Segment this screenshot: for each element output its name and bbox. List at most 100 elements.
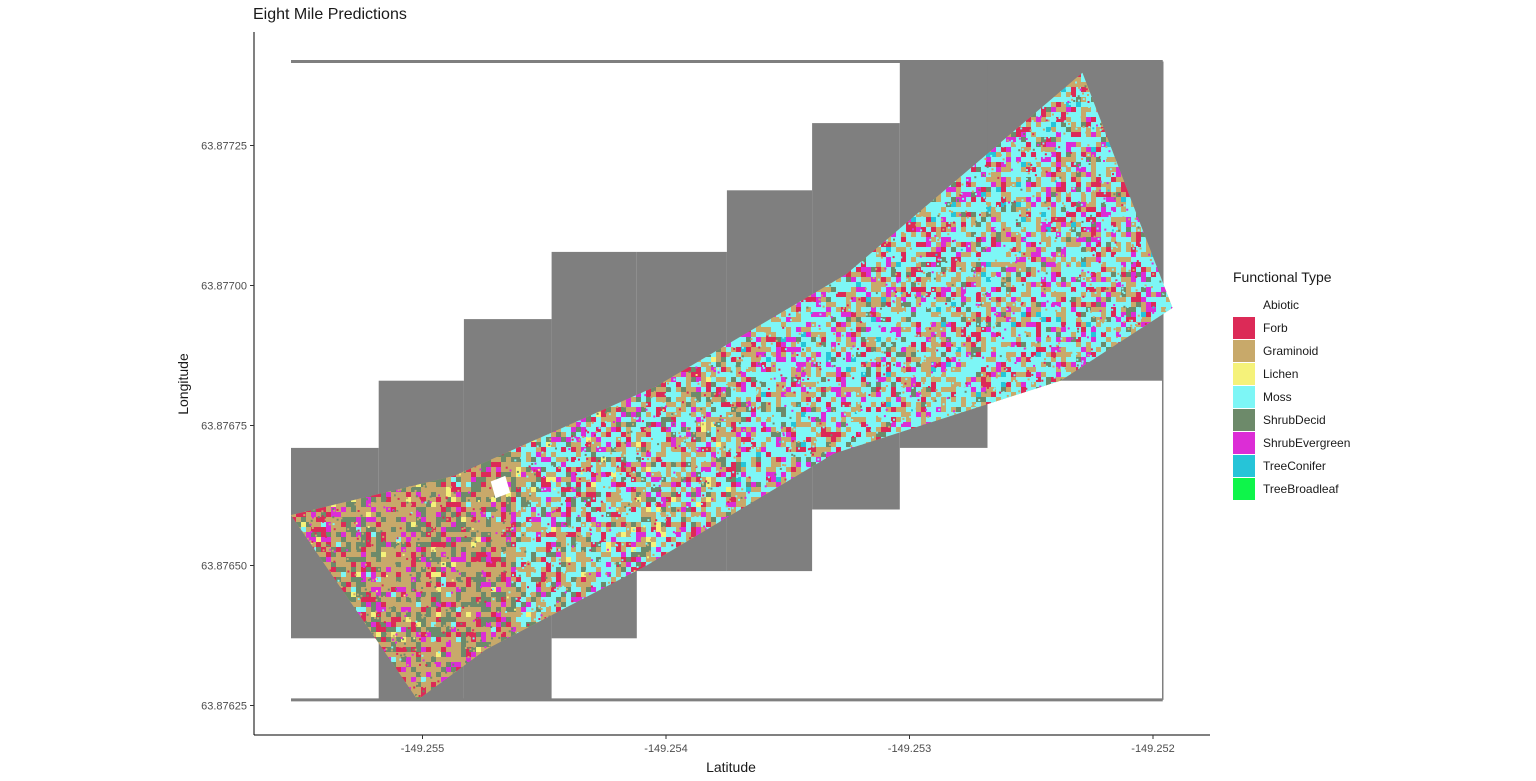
pixel-moss <box>681 77 686 82</box>
pixel-graminoid <box>336 142 341 147</box>
pixel-moss <box>1041 197 1046 202</box>
pixel-moss <box>786 92 791 97</box>
pixel-moss <box>1046 152 1051 157</box>
pixel-shrubevergreen <box>386 212 391 217</box>
pixel-shrubevergreen <box>356 162 361 167</box>
pixel-graminoid <box>666 72 671 77</box>
pixel-shrubdecid <box>571 167 576 172</box>
pixel-moss <box>1091 112 1096 117</box>
pixel-graminoid <box>546 112 551 117</box>
pixel-shrubevergreen <box>496 187 501 192</box>
pixel-graminoid <box>291 212 296 217</box>
pixel-graminoid <box>576 167 581 172</box>
pixel-lichen <box>526 97 531 102</box>
pixel-graminoid <box>451 152 456 157</box>
pixel-graminoid <box>621 177 626 182</box>
pixel-graminoid <box>591 87 596 92</box>
pixel-shrubevergreen <box>716 72 721 77</box>
pixel-graminoid <box>406 182 411 187</box>
pixel-shrubevergreen <box>341 137 346 142</box>
pixel-moss <box>576 122 581 127</box>
pixel-shrubdecid <box>711 192 716 197</box>
pixel-graminoid <box>386 172 391 177</box>
pixel-moss <box>741 132 746 137</box>
pixel-graminoid <box>661 97 666 102</box>
pixel-moss <box>1096 207 1101 212</box>
pixel-graminoid <box>586 142 591 147</box>
pixel-shrubdecid <box>576 197 581 202</box>
pixel-moss <box>1126 207 1131 212</box>
pixel-graminoid <box>631 207 636 212</box>
pixel-forb <box>1086 122 1091 127</box>
pixel-forb <box>676 97 681 102</box>
pixel-forb <box>436 117 441 122</box>
pixel-lichen <box>436 87 441 92</box>
pixel-graminoid <box>561 77 566 82</box>
pixel-moss <box>1011 147 1016 152</box>
pixel-graminoid <box>656 77 661 82</box>
pixel-graminoid <box>1171 122 1173 127</box>
pixel-moss <box>556 82 561 87</box>
pixel-graminoid <box>451 97 456 102</box>
pixel-moss <box>1101 157 1106 162</box>
pixel-forb <box>791 177 796 182</box>
pixel-forb <box>786 167 791 172</box>
pixel-moss <box>981 167 986 172</box>
pixel-forb <box>791 102 796 107</box>
pixel-forb <box>561 197 566 202</box>
pixel-graminoid <box>601 142 606 147</box>
pixel-graminoid <box>656 167 661 172</box>
pixel-graminoid <box>386 187 391 192</box>
pixel-shrubevergreen <box>541 182 546 187</box>
pixel-shrubdecid <box>326 182 331 187</box>
pixel-graminoid <box>491 192 496 197</box>
pixel-shrubdecid <box>331 212 336 217</box>
pixel-graminoid <box>596 152 601 157</box>
pixel-graminoid <box>1086 202 1091 207</box>
pixel-graminoid <box>356 202 361 207</box>
pixel-graminoid <box>386 202 391 207</box>
pixel-forb <box>1056 152 1061 157</box>
pixel-shrubdecid <box>416 182 421 187</box>
pixel-treeconifer <box>1061 87 1066 92</box>
pixel-graminoid <box>371 112 376 117</box>
pixel-moss <box>1036 187 1041 192</box>
pixel-shrubevergreen <box>666 162 671 167</box>
pixel-shrubdecid <box>426 117 431 122</box>
pixel-moss <box>571 122 576 127</box>
pixel-lichen <box>696 87 701 92</box>
pixel-graminoid <box>431 177 436 182</box>
pixel-shrubdecid <box>616 182 621 187</box>
pixel-graminoid <box>316 192 321 197</box>
pixel-shrubdecid <box>331 112 336 117</box>
pixel-forb <box>1076 207 1081 212</box>
pixel-moss <box>456 182 461 187</box>
pixel-graminoid <box>291 192 296 197</box>
pixel-moss <box>846 92 851 97</box>
pixel-forb <box>306 87 311 92</box>
pixel-graminoid <box>756 172 761 177</box>
pixel-graminoid <box>436 127 441 132</box>
pixel-graminoid <box>421 77 426 82</box>
pixel-graminoid <box>511 102 516 107</box>
pixel-graminoid <box>766 157 771 162</box>
pixel-forb <box>566 117 571 122</box>
pixel-shrubdecid <box>481 167 486 172</box>
pixel-shrubdecid <box>421 152 426 157</box>
pixel-lichen <box>376 202 381 207</box>
pixel-lichen <box>291 187 296 192</box>
pixel-moss <box>871 77 876 82</box>
pixel-moss <box>981 207 986 212</box>
pixel-moss <box>806 182 811 187</box>
pixel-moss <box>1016 162 1021 167</box>
pixel-graminoid <box>491 82 496 87</box>
pixel-lichen <box>336 77 341 82</box>
pixel-forb <box>626 112 631 117</box>
pixel-graminoid <box>616 192 621 197</box>
pixel-moss <box>696 172 701 177</box>
pixel-shrubdecid <box>681 122 686 127</box>
pixel-shrubevergreen <box>1051 107 1056 112</box>
pixel-moss <box>746 182 751 187</box>
pixel-graminoid <box>496 142 501 147</box>
pixel-moss <box>791 77 796 82</box>
